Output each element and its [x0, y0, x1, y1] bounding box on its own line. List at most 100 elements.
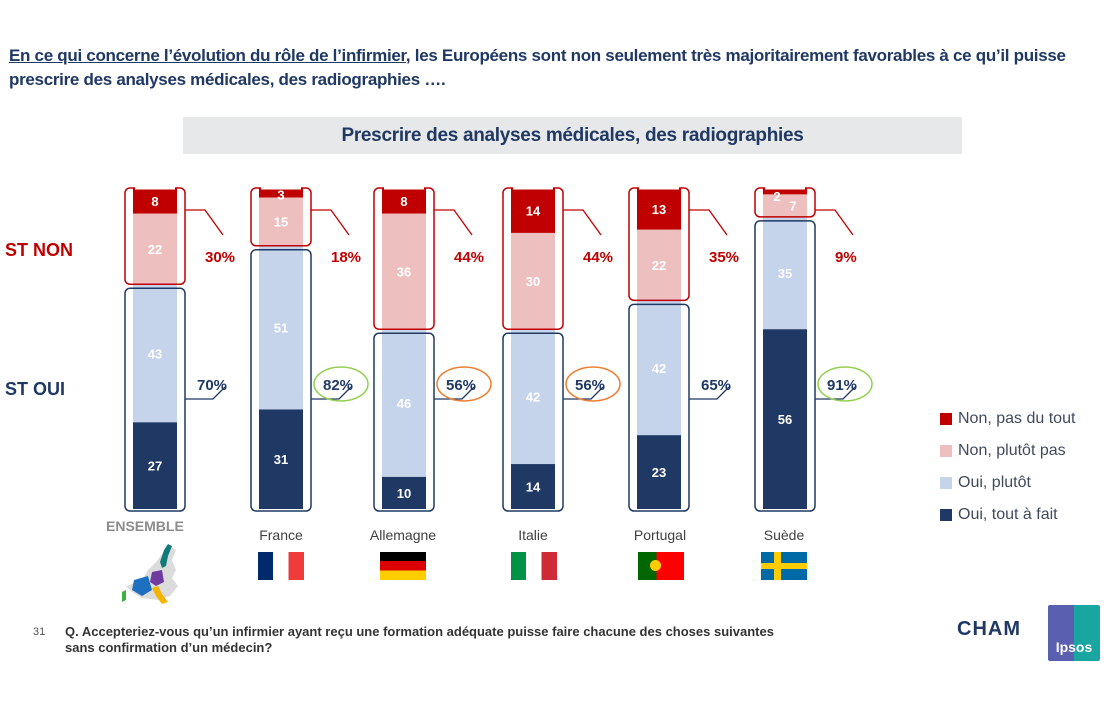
europe-map-icon [122, 544, 178, 604]
legend-swatch-non-plutot-pas [940, 445, 952, 457]
legend-swatch-oui-plutot [940, 477, 952, 489]
data-label: 15 [274, 215, 288, 230]
legend-label: Oui, tout à fait [958, 506, 1058, 523]
bar-segment [637, 229, 681, 301]
st-oui-leader-line [689, 386, 730, 400]
st-non-leader-line [689, 209, 728, 236]
data-label: 13 [652, 202, 666, 217]
st-oui-total: 82% [323, 377, 353, 394]
data-label: 8 [151, 194, 158, 209]
ipsos-logo-text: Ipsos [1055, 639, 1093, 655]
bar-segment [382, 213, 426, 330]
st-oui-leader-line [434, 386, 475, 400]
bar-segment [511, 464, 555, 509]
data-label: 31 [274, 452, 288, 467]
bar-segment [763, 216, 807, 330]
chart-title-box: Prescrire des analyses médicales, des ra… [183, 117, 962, 154]
bar-segment [133, 188, 177, 214]
st-non-leader-line [434, 209, 473, 236]
st-oui-total: 65% [701, 377, 731, 394]
bar-segment [259, 409, 303, 509]
bar-segment [259, 197, 303, 246]
data-label: 3 [277, 188, 284, 203]
bar-segment [382, 329, 426, 477]
highlight-circle [313, 366, 369, 402]
bar-segment [259, 245, 303, 410]
data-label: 27 [148, 459, 162, 474]
page-number: 31 [33, 626, 46, 638]
bar-segment [133, 213, 177, 285]
bar-segment [133, 422, 177, 509]
headline-underlined: En ce qui concerne l’évolution du rôle d… [9, 46, 406, 65]
category-label-france: France [259, 527, 303, 543]
st-non-label: ST NON [5, 240, 74, 260]
data-label: 14 [526, 480, 541, 495]
st-non-total: 9% [835, 249, 857, 266]
data-label: 14 [526, 203, 541, 218]
data-label: 35 [778, 266, 792, 281]
legend-item: Oui, plutôt [940, 467, 1075, 499]
st-oui-label: ST OUI [5, 379, 66, 399]
bar-segment [259, 188, 303, 198]
st-non-total: 35% [709, 249, 739, 266]
st-oui-total: 56% [446, 377, 476, 394]
data-label: 43 [148, 346, 162, 361]
st-non-leader-line [563, 209, 602, 236]
st-non-total: 44% [454, 249, 484, 266]
highlight-circle [565, 366, 621, 402]
bar-segment [382, 188, 426, 214]
flag-germany-icon [380, 552, 426, 580]
data-label: 30 [526, 274, 540, 289]
st-oui-leader-line [311, 386, 352, 400]
category-label-ensemble: ENSEMBLE [106, 518, 184, 534]
headline-rest: , les Européens sont non seulement très … [9, 46, 1066, 89]
headline: En ce qui concerne l’évolution du rôle d… [9, 44, 1109, 92]
st-oui-leader-line [815, 386, 856, 400]
legend-swatch-non-pas-du-tout [940, 413, 952, 425]
st-oui-total: 91% [827, 377, 857, 394]
legend-label: Non, pas du tout [958, 410, 1076, 427]
ipsos-logo: Ipsos [1048, 605, 1100, 661]
category-label-italie: Italie [518, 527, 548, 543]
bar-segment [511, 232, 555, 330]
data-label: 7 [789, 199, 796, 214]
data-label: 10 [397, 486, 411, 501]
data-label: 36 [397, 264, 411, 279]
category-label-portugal: Portugal [633, 527, 687, 543]
bar-segment [763, 188, 807, 195]
flag-france-icon [258, 552, 304, 580]
cham-logo: CHAM [957, 618, 1021, 640]
legend-item: Oui, tout à fait [940, 499, 1075, 531]
bar-segment [382, 476, 426, 509]
portugal-emblem [650, 560, 661, 571]
bar-segment [763, 329, 807, 509]
st-non-total: 18% [331, 249, 361, 266]
st-oui-bracket [628, 303, 690, 512]
data-label: 42 [526, 390, 540, 405]
data-label: 22 [148, 242, 162, 257]
st-non-total: 44% [583, 249, 613, 266]
legend-label: Oui, plutôt [958, 474, 1031, 491]
category-label-allemagne: Allemagne [369, 527, 437, 543]
legend-item: Non, pas du tout [940, 403, 1075, 435]
st-oui-bracket [373, 332, 435, 512]
st-non-leader-line [311, 209, 350, 236]
st-non-total: 30% [205, 249, 235, 266]
highlight-circle [817, 366, 873, 402]
category-label-suede: Suède [763, 527, 805, 543]
st-oui-leader-line [563, 386, 604, 400]
bar-segment [637, 300, 681, 436]
st-oui-bracket [502, 332, 564, 512]
st-oui-leader-line [185, 386, 226, 400]
flag-sweden-icon [761, 552, 807, 580]
st-oui-total: 70% [197, 377, 227, 394]
bar-segment [637, 188, 681, 230]
bar-segment [133, 284, 177, 423]
bar-segment [511, 188, 555, 233]
st-oui-bracket [250, 249, 312, 512]
legend-label: Non, plutôt pas [958, 442, 1066, 459]
bar-segment [763, 194, 807, 217]
data-label: 2 [773, 189, 780, 204]
data-label: 46 [397, 396, 411, 411]
